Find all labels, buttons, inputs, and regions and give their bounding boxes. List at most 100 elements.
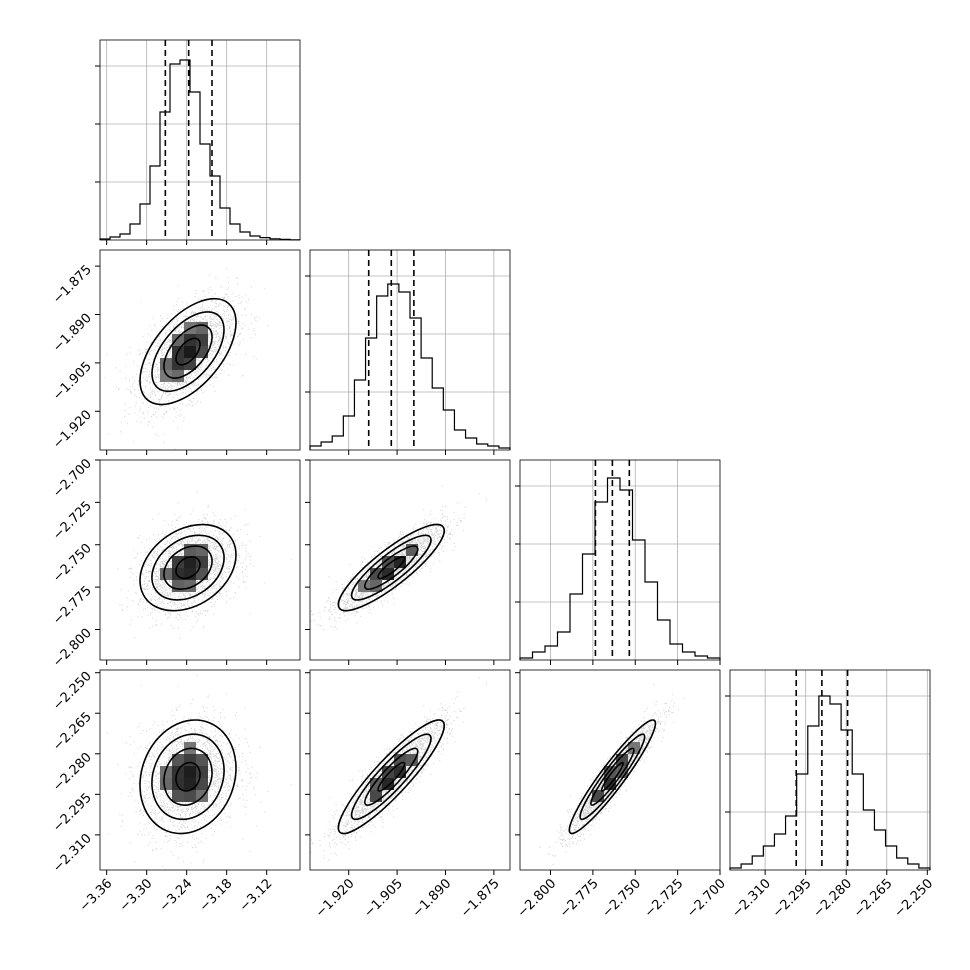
contour-level-0 <box>377 761 406 792</box>
x-tick-label: −2.280 <box>810 876 855 921</box>
contour-level-3 <box>139 523 237 612</box>
x-tick-label: −3.18 <box>197 876 236 915</box>
density-cell <box>196 334 208 346</box>
density-cell <box>358 580 370 592</box>
scatter-points <box>104 268 269 450</box>
histogram-step-1 <box>309 283 511 450</box>
density-cell <box>382 556 394 568</box>
y-tick-label: −2.310 <box>50 831 95 876</box>
histogram-step-3 <box>729 695 931 870</box>
y-tick-label: −1.890 <box>50 311 95 356</box>
histogram-frame-0 <box>99 39 301 241</box>
density-cell <box>160 370 172 382</box>
density-cell <box>184 346 196 358</box>
contour-level-0 <box>175 337 201 366</box>
pair-panel-3-2 <box>519 669 721 871</box>
contour-level-3 <box>337 523 445 612</box>
y-tick-label: −2.265 <box>50 709 95 754</box>
pair-panel-1-0 <box>99 249 301 451</box>
contour-level-1 <box>364 747 419 806</box>
pair-frame-3-2 <box>519 669 721 871</box>
pair-frame-3-0 <box>99 669 301 871</box>
density-cell <box>382 766 394 778</box>
contour-level-1 <box>163 545 213 590</box>
x-tick-label: −2.250 <box>892 876 937 921</box>
density-cell <box>172 790 184 802</box>
pair-content-3-0 <box>106 674 292 867</box>
density-cell <box>196 754 208 766</box>
x-tick-label: −3.12 <box>237 876 276 915</box>
pair-content-1-0 <box>104 268 269 450</box>
x-tick-label: −1.905 <box>361 876 406 921</box>
density-cell <box>160 778 172 790</box>
density-cell <box>172 556 184 568</box>
y-tick-label: −2.775 <box>50 583 95 628</box>
contour-level-0 <box>175 556 201 580</box>
density-cell <box>172 778 184 790</box>
histogram-frame-2 <box>519 459 721 661</box>
density-cell <box>172 754 184 766</box>
density-cell <box>196 556 208 568</box>
histogram-frame-1 <box>309 249 511 451</box>
x-tick-label: −2.800 <box>515 876 560 921</box>
x-tick-label: −1.875 <box>458 876 503 921</box>
x-tick-label: −3.24 <box>157 876 196 915</box>
contour-level-2 <box>350 534 432 601</box>
pair-frame-2-0 <box>99 459 301 661</box>
density-cell <box>172 334 184 346</box>
contour-level-1 <box>163 324 213 379</box>
histogram-panel-3 <box>725 669 931 871</box>
contour-level-0 <box>175 761 201 792</box>
pair-panel-3-0 <box>99 669 301 871</box>
x-tick-label: −3.36 <box>77 876 116 915</box>
y-tick-label: −2.295 <box>50 791 95 836</box>
contour-level-3 <box>337 719 445 835</box>
contour-level-3 <box>139 719 237 835</box>
contour-level-1 <box>163 747 213 806</box>
density-cell <box>382 778 394 790</box>
contour-level-2 <box>350 733 432 821</box>
density-cell <box>184 556 196 568</box>
pair-panel-2-0 <box>99 459 301 661</box>
histogram-frame-3 <box>729 669 931 871</box>
density-cell <box>172 568 184 580</box>
contour-level-2 <box>151 733 225 821</box>
pair-panel-3-1 <box>309 669 511 871</box>
histogram-panel-0 <box>95 39 301 241</box>
y-tick-label: −2.250 <box>50 669 95 714</box>
density-cell <box>406 754 418 766</box>
density-cell <box>184 778 196 790</box>
x-tick-label: −2.295 <box>770 876 815 921</box>
y-tick-label: −2.725 <box>50 499 95 544</box>
y-tick-label: −2.280 <box>50 750 95 795</box>
x-tick-label: −1.920 <box>313 876 358 921</box>
contour-level-2 <box>151 534 225 601</box>
x-tick-label: −2.725 <box>642 876 687 921</box>
y-tick-label: −2.750 <box>50 541 95 586</box>
pair-content-3-1 <box>310 677 488 861</box>
density-cell <box>160 358 172 370</box>
y-tick-label: −2.700 <box>50 456 95 501</box>
y-tick-label: −1.905 <box>50 359 95 404</box>
density-cell <box>184 790 196 802</box>
density-cell <box>172 580 184 592</box>
y-tick-label: −2.800 <box>50 626 95 671</box>
x-tick-label: −2.310 <box>729 876 774 921</box>
density-cell <box>184 568 196 580</box>
pair-content-3-2 <box>539 684 685 866</box>
pair-frame-2-1 <box>309 459 511 661</box>
x-tick-label: −1.890 <box>410 876 455 921</box>
contour-level-2 <box>579 733 646 821</box>
x-tick-label: −2.700 <box>684 876 729 921</box>
contour-level-2 <box>151 311 225 393</box>
histogram-panel-2 <box>515 459 721 661</box>
y-tick-label: −1.875 <box>50 262 95 307</box>
pair-content-2-0 <box>117 491 292 639</box>
density-cell <box>196 322 208 334</box>
contour-level-3 <box>568 719 657 835</box>
histogram-step-0 <box>99 59 301 241</box>
density-cell <box>160 568 172 580</box>
density-cell <box>184 766 196 778</box>
y-tick-label: −1.920 <box>50 408 95 453</box>
